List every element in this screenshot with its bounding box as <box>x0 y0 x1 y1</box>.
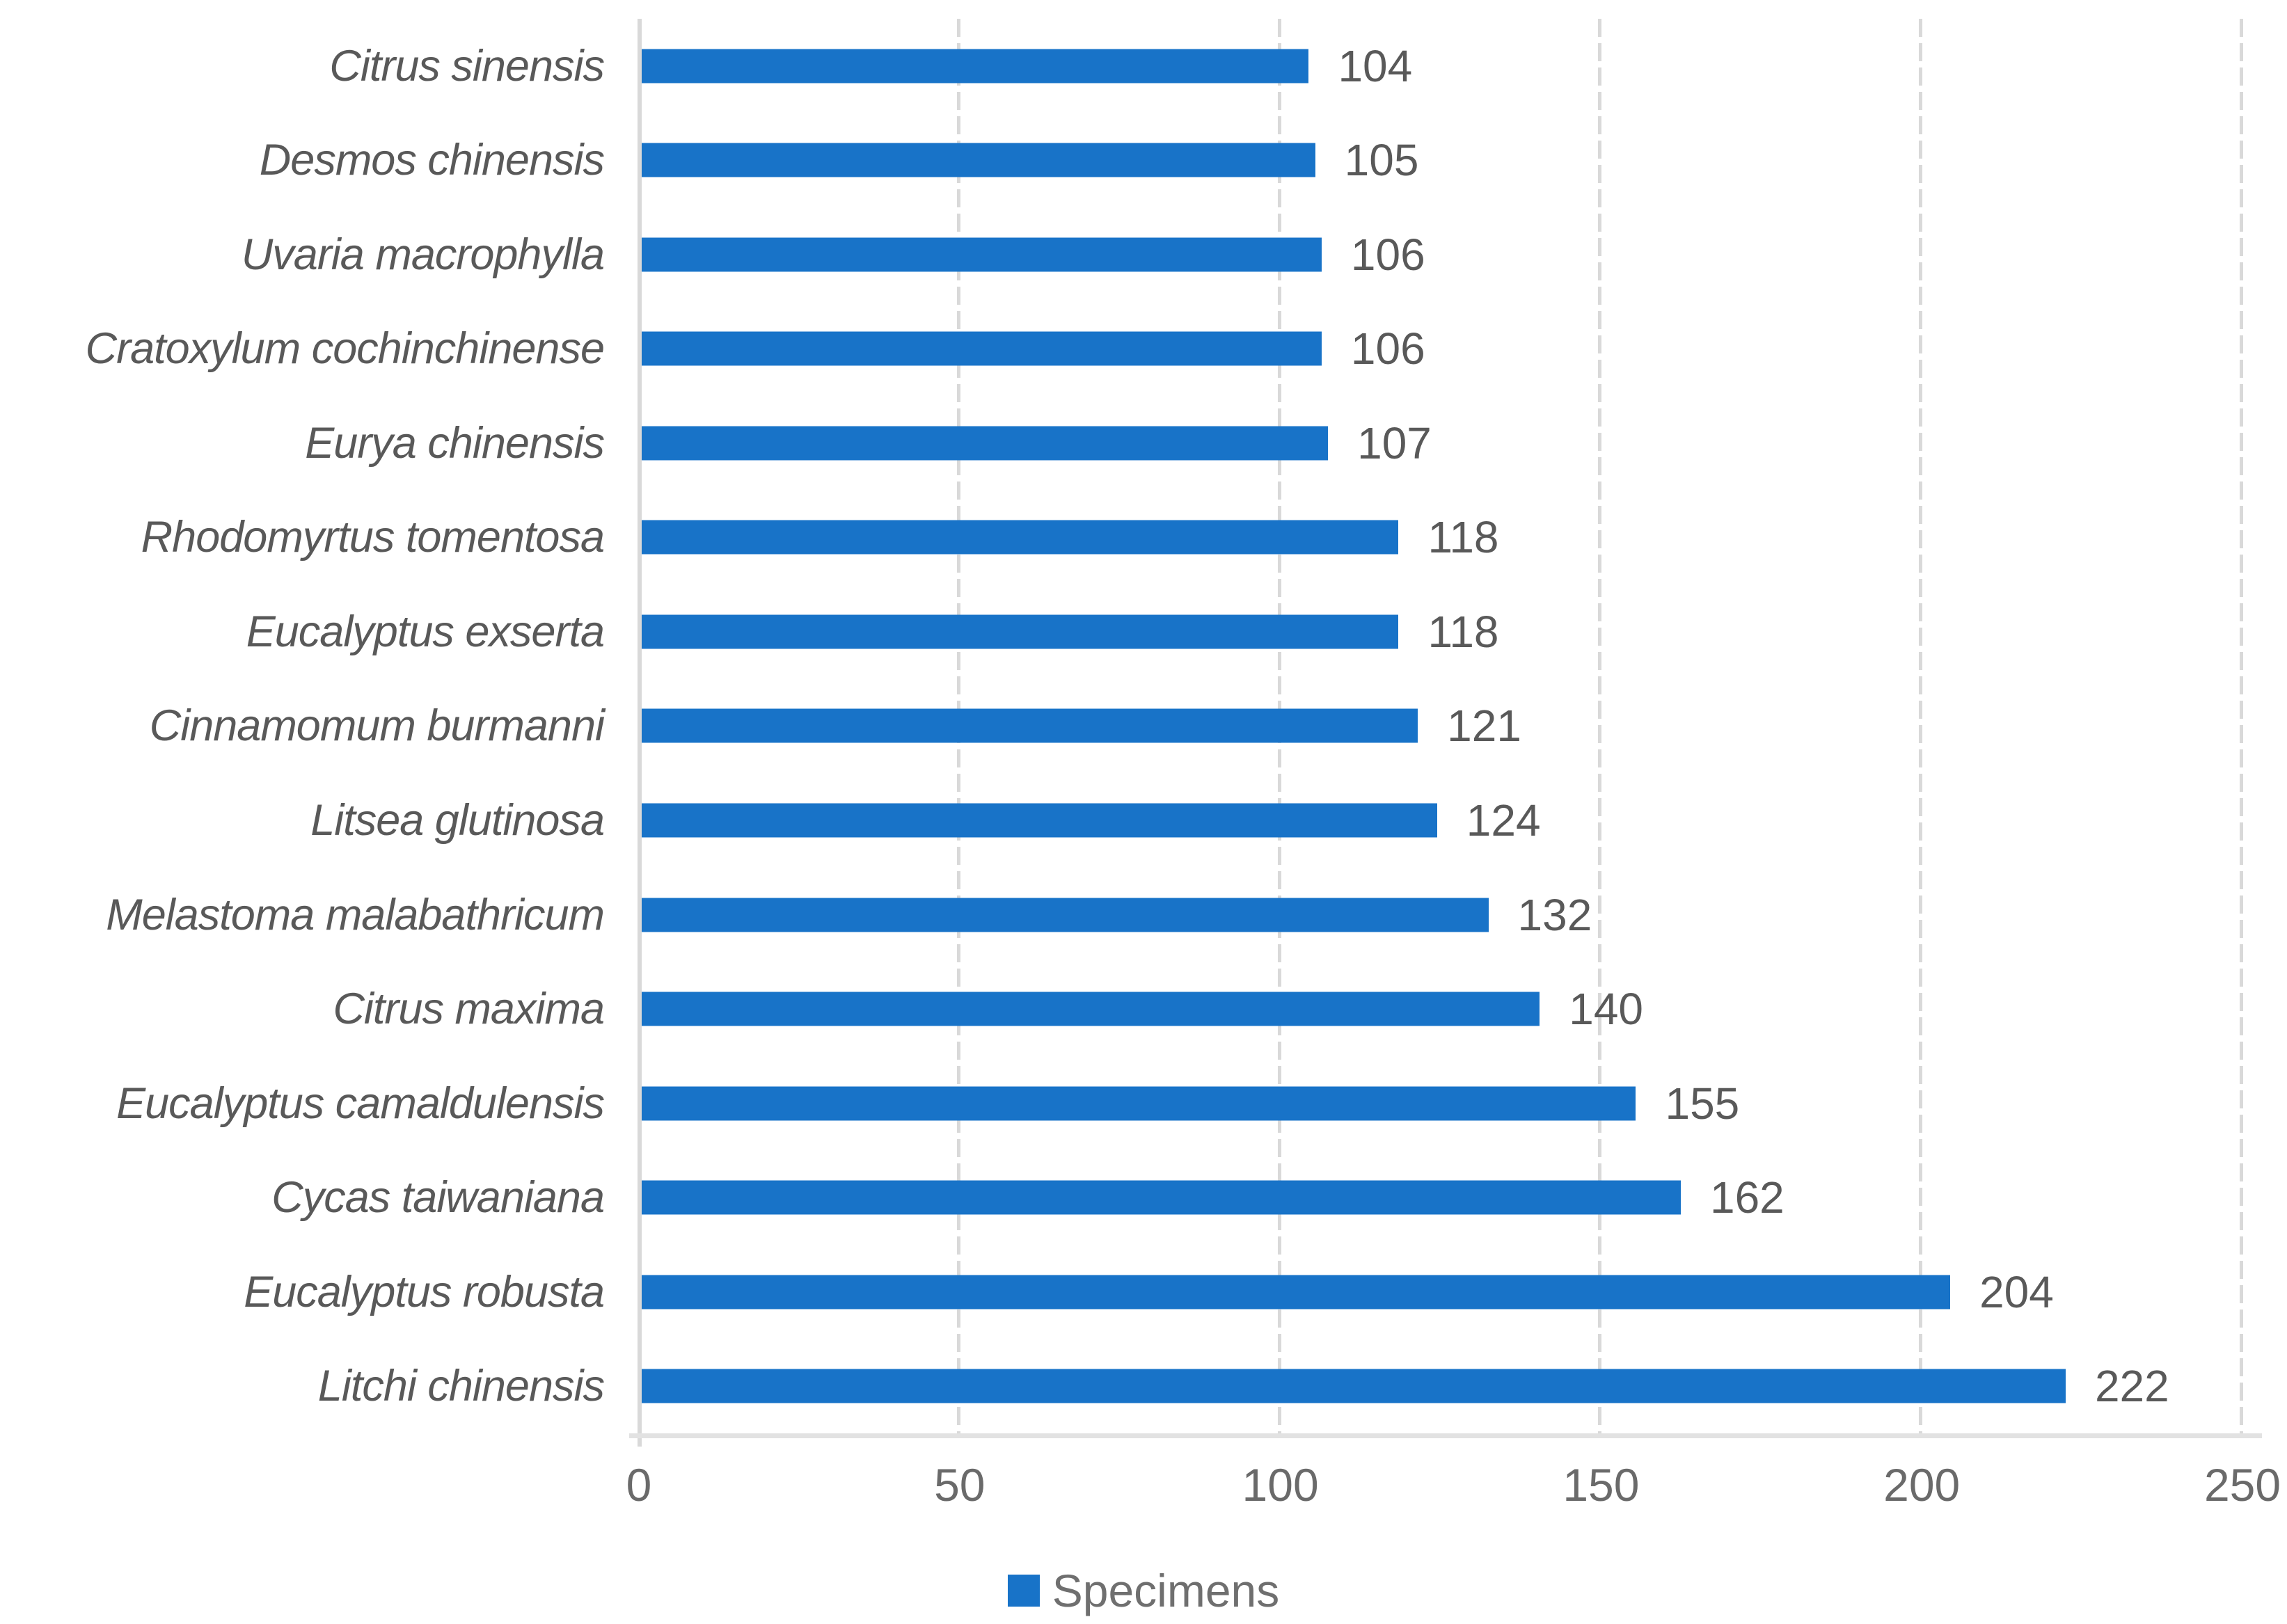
category-label: Citrus sinensis <box>329 41 605 90</box>
category-label: Desmos chinensis <box>259 136 605 185</box>
value-label: 118 <box>1427 512 1499 563</box>
bar <box>642 1275 1951 1309</box>
x-tick-label: 50 <box>934 1459 986 1511</box>
gridline-200 <box>1919 19 1923 1433</box>
category-label: Rhodomyrtus tomentosa <box>141 513 605 562</box>
category-label: Citrus maxima <box>333 985 605 1034</box>
chart-row: Melastoma malabathricum 132 <box>0 868 2287 962</box>
chart-row: Uvaria macrophylla 106 <box>0 207 2287 302</box>
category-label: Cratoxylum cochinchinense <box>85 324 605 374</box>
x-tick-label: 0 <box>626 1459 652 1511</box>
value-label: 140 <box>1569 984 1644 1035</box>
value-label: 106 <box>1350 229 1425 280</box>
bar <box>642 708 1418 743</box>
value-label: 105 <box>1344 135 1419 186</box>
x-tick-label: 100 <box>1242 1459 1319 1511</box>
chart-row: Eucalyptus camaldulensis 155 <box>0 1056 2287 1151</box>
chart-row: Cratoxylum cochinchinense 106 <box>0 302 2287 397</box>
category-label: Cinnamomum burmanni <box>149 701 605 751</box>
x-tick-label: 200 <box>1883 1459 1961 1511</box>
chart-row: Eucalyptus exserta 118 <box>0 584 2287 679</box>
legend-swatch-icon <box>1007 1575 1040 1607</box>
bar <box>642 237 1322 272</box>
value-label: 162 <box>1709 1172 1785 1223</box>
chart-row: Litchi chinensis 222 <box>0 1339 2287 1433</box>
chart-row: Cycas taiwaniana 162 <box>0 1150 2287 1245</box>
chart-row: Citrus maxima 140 <box>0 962 2287 1056</box>
x-tick-label: 150 <box>1562 1459 1640 1511</box>
bar <box>642 898 1489 932</box>
chart-row: Citrus sinensis 104 <box>0 19 2287 113</box>
value-label: 107 <box>1357 417 1432 468</box>
bar <box>642 520 1399 555</box>
bar <box>642 992 1540 1026</box>
x-tick-label: 250 <box>2203 1459 2281 1511</box>
bar <box>642 143 1315 177</box>
bar <box>642 803 1437 838</box>
category-label: Uvaria macrophylla <box>241 230 605 279</box>
value-label: 118 <box>1427 606 1499 657</box>
bar <box>642 1180 1681 1215</box>
category-label: Eurya chinensis <box>305 418 605 468</box>
value-label: 106 <box>1350 324 1425 374</box>
chart-row: Cinnamomum burmanni 121 <box>0 679 2287 774</box>
bar <box>642 1369 2066 1403</box>
value-label: 222 <box>2094 1361 2169 1412</box>
category-label: Litsea glutinosa <box>310 796 605 845</box>
bar <box>642 614 1399 649</box>
y-axis-line <box>638 19 642 1447</box>
value-label: 121 <box>1447 701 1521 751</box>
category-label: Litchi chinensis <box>317 1362 605 1411</box>
value-label: 132 <box>1517 889 1592 940</box>
bar <box>642 331 1322 366</box>
legend-label: Specimens <box>1052 1565 1280 1616</box>
value-label: 204 <box>1979 1266 2054 1317</box>
chart-row: Desmos chinensis 105 <box>0 113 2287 208</box>
category-label: Melastoma malabathricum <box>106 890 605 939</box>
chart-row: Eucalyptus robusta 204 <box>0 1245 2287 1339</box>
bar <box>642 1086 1636 1121</box>
bar <box>642 426 1329 461</box>
gridline-150 <box>1598 19 1602 1433</box>
chart-row: Litsea glutinosa 124 <box>0 773 2287 868</box>
value-label: 104 <box>1338 40 1413 91</box>
value-label: 155 <box>1665 1078 1740 1129</box>
category-label: Eucalyptus camaldulensis <box>116 1078 605 1128</box>
bar <box>642 49 1309 83</box>
chart-row: Rhodomyrtus tomentosa 118 <box>0 491 2287 585</box>
chart-row: Eurya chinensis 107 <box>0 396 2287 491</box>
category-label: Eucalyptus robusta <box>244 1267 605 1316</box>
x-axis-line <box>629 1433 2262 1438</box>
category-label: Eucalyptus exserta <box>246 607 605 656</box>
value-label: 124 <box>1466 795 1541 846</box>
gridline-250 <box>2240 19 2243 1433</box>
legend: Specimens <box>0 1559 2287 1623</box>
category-label: Cycas taiwaniana <box>271 1173 605 1223</box>
